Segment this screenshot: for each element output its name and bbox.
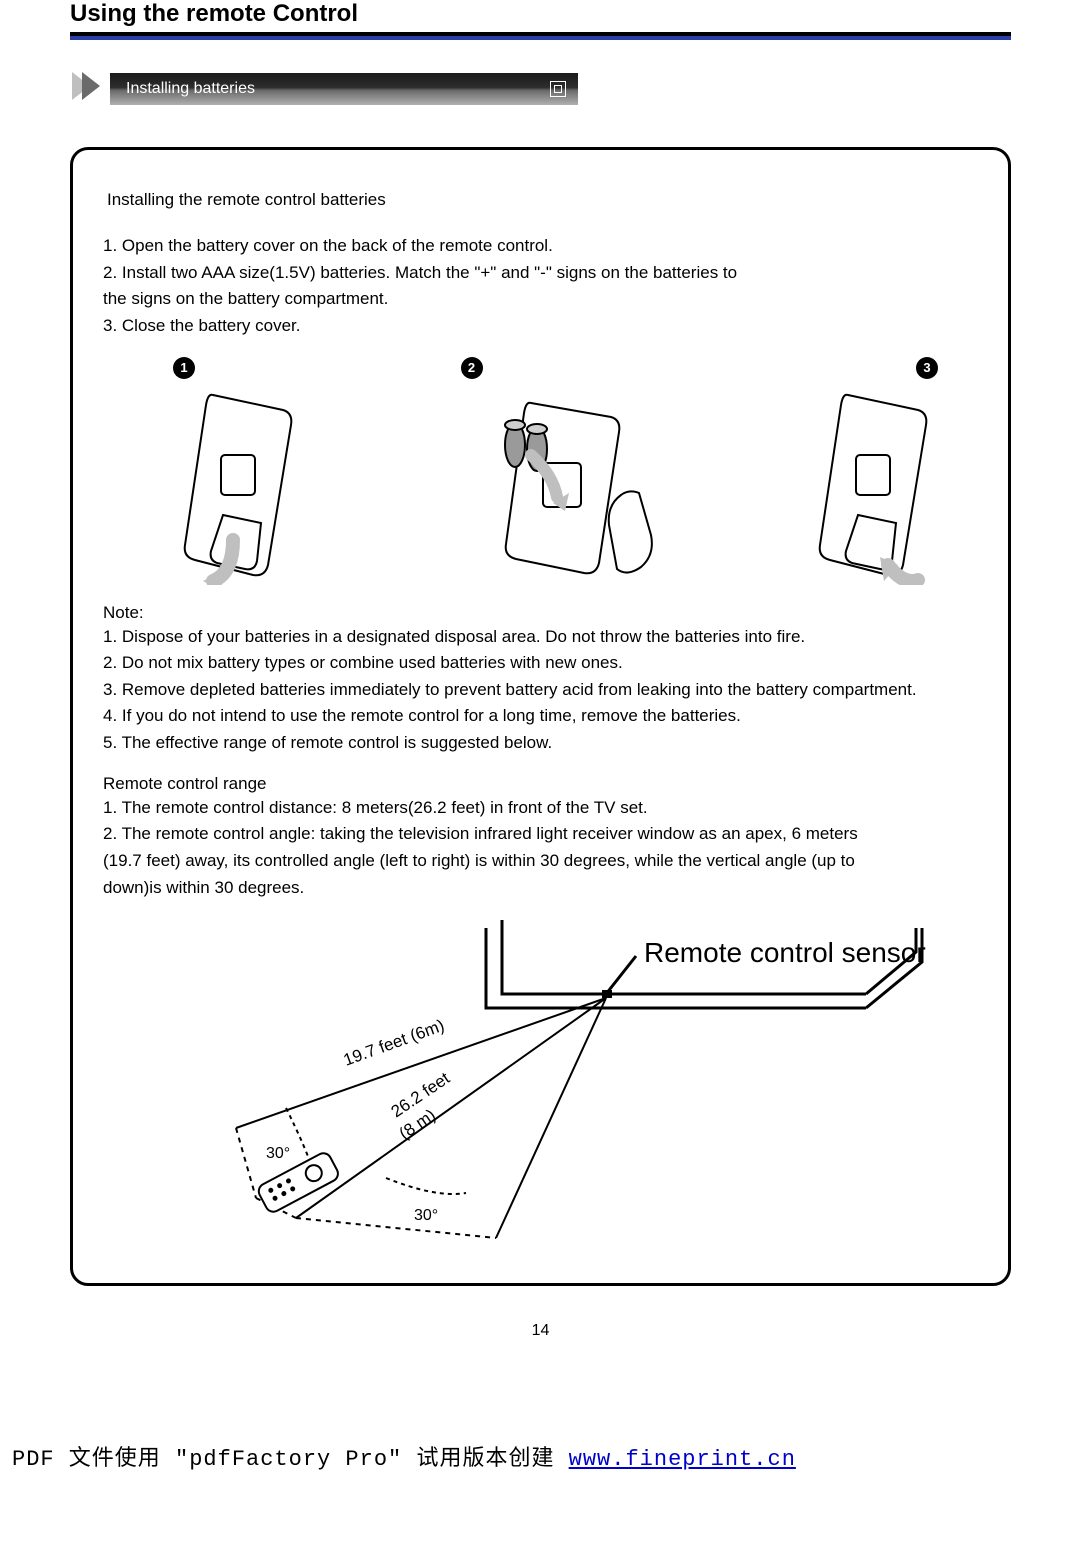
note-line: 5. The effective range of remote control… [103, 731, 988, 756]
pdf-footer: PDF 文件使用 "pdfFactory Pro" 试用版本创建 www.fin… [0, 1380, 1081, 1492]
note-list: 1. Dispose of your batteries in a design… [103, 625, 988, 756]
range-line: down)is within 30 degrees. [103, 876, 988, 901]
diagram-step-3: 3 [808, 357, 978, 585]
step-badge: 3 [916, 357, 938, 379]
diagram-step-2: 2 [461, 357, 691, 585]
section-bar-endcap-icon [550, 81, 566, 97]
battery-diagram-row: 1 2 [173, 357, 978, 585]
note-line: 4. If you do not intend to use the remot… [103, 704, 988, 729]
range-heading: Remote control range [103, 774, 988, 794]
range-list: 1. The remote control distance: 8 meters… [103, 796, 988, 901]
step-line: the signs on the battery compartment. [103, 287, 988, 312]
page-number: 14 [70, 1322, 1011, 1340]
range-line: 2. The remote control angle: taking the … [103, 822, 988, 847]
dist1-label: 19.7 feet (6m) [340, 1016, 446, 1070]
footer-prefix: PDF 文件使用 "pdfFactory Pro" 试用版本创建 [12, 1447, 569, 1472]
step-line: 3. Close the battery cover. [103, 314, 988, 339]
section-bar: Installing batteries [110, 73, 578, 105]
step-badge: 2 [461, 357, 483, 379]
step-badge: 1 [173, 357, 195, 379]
note-line: 2. Do not mix battery types or combine u… [103, 651, 988, 676]
note-line: 1. Dispose of your batteries in a design… [103, 625, 988, 650]
sensor-label: Remote control sensor [644, 937, 926, 968]
install-steps: 1. Open the battery cover on the back of… [103, 234, 988, 339]
remote-insert-icon [461, 385, 691, 585]
range-diagram: Remote control sensor 19.7 feet (6m) 26.… [103, 918, 988, 1263]
remote-open-icon [173, 385, 343, 585]
step-line: 2. Install two AAA size(1.5V) batteries.… [103, 261, 988, 286]
remote-close-icon [808, 385, 978, 585]
note-heading: Note: [103, 603, 988, 623]
range-line: (19.7 feet) away, its controlled angle (… [103, 849, 988, 874]
title-rule [70, 32, 1011, 40]
box-heading: Installing the remote control batteries [107, 190, 988, 210]
angle-right-label: 30° [414, 1207, 438, 1224]
range-line: 1. The remote control distance: 8 meters… [103, 796, 988, 821]
content-box: Installing the remote control batteries … [70, 147, 1011, 1286]
footer-link[interactable]: www.fineprint.cn [569, 1447, 796, 1472]
section-bar-label: Installing batteries [126, 80, 255, 98]
section-header: Installing batteries [70, 70, 1011, 107]
step-line: 1. Open the battery cover on the back of… [103, 234, 988, 259]
angle-left-label: 30° [266, 1145, 290, 1162]
page-title: Using the remote Control [70, 0, 1011, 28]
note-line: 3. Remove depleted batteries immediately… [103, 678, 988, 703]
chevron-icon [70, 70, 110, 107]
diagram-step-1: 1 [173, 357, 343, 585]
